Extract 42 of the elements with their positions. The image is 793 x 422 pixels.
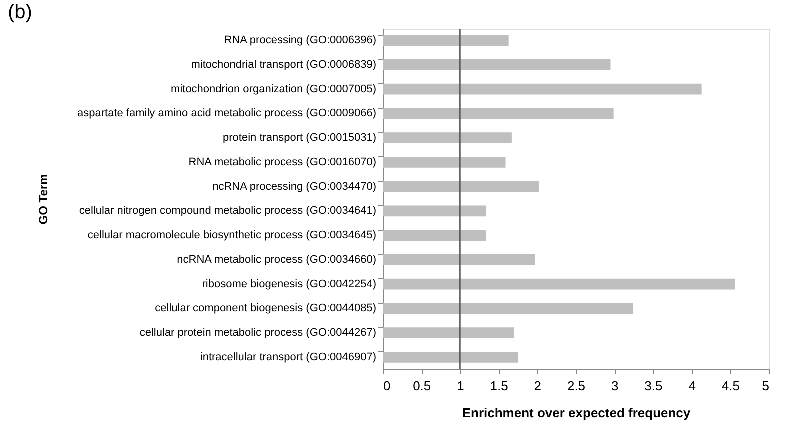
bar xyxy=(383,132,512,144)
x-tick-label: 1.5 xyxy=(490,378,508,394)
bar xyxy=(383,328,514,339)
bar xyxy=(383,156,506,168)
bar xyxy=(383,352,518,363)
x-tick-label: 1 xyxy=(457,378,464,394)
bar xyxy=(383,303,634,314)
bar xyxy=(383,108,614,120)
x-tick-label: 0.5 xyxy=(413,378,432,394)
y-tick-label: cellular macromolecule biosynthetic process (GO:0034645) xyxy=(88,230,376,242)
y-tick-label: aspartate family amino acid metabolic process (GO:0009066) xyxy=(78,108,376,120)
y-tick-label: ncRNA metabolic process (GO:0034660) xyxy=(177,254,376,266)
y-tick-label: RNA processing (GO:0006396) xyxy=(224,34,376,47)
x-tick-label: 2 xyxy=(534,378,542,394)
y-tick-label: RNA metabolic process (GO:0016070) xyxy=(188,156,376,168)
y-tick-label: cellular component biogenesis (GO:0044085) xyxy=(155,302,376,315)
bar xyxy=(383,84,702,95)
x-tick-label: 3 xyxy=(611,378,619,394)
bar xyxy=(383,254,536,266)
bar xyxy=(383,35,509,46)
bar xyxy=(383,206,486,217)
y-tick-label: ncRNA processing (GO:0034470) xyxy=(212,180,376,193)
x-tick-label: 5 xyxy=(762,378,770,394)
bar xyxy=(383,59,611,70)
y-axis-title: GO Term xyxy=(36,174,50,225)
y-tick-label: intracellular transport (GO:0046907) xyxy=(200,351,376,364)
bar xyxy=(383,278,736,290)
text: (b) xyxy=(8,1,32,24)
bar xyxy=(383,181,539,192)
x-axis-title: Enrichment over expected frequency xyxy=(462,406,692,420)
y-tick-label: mitochondrion organization (GO:0007005) xyxy=(171,83,376,96)
y-tick-label: ribosome biogenesis (GO:0042254) xyxy=(202,278,376,290)
x-tick-label: 2.5 xyxy=(567,378,586,394)
x-tick-label: 0 xyxy=(384,378,391,394)
x-tick-label: 4 xyxy=(688,378,696,394)
y-tick-label: protein transport (GO:0015031) xyxy=(223,132,376,144)
x-tick-label: 3.5 xyxy=(644,378,663,394)
bar xyxy=(383,230,486,242)
y-tick-label: mitochondrial transport (GO:0006839) xyxy=(191,58,376,71)
y-tick-label: cellular nitrogen compound metabolic process (GO:0034641) xyxy=(79,205,376,218)
y-tick-label: cellular protein metabolic process (GO:0044267) xyxy=(140,327,376,340)
x-tick-label: 4.5 xyxy=(722,378,740,394)
